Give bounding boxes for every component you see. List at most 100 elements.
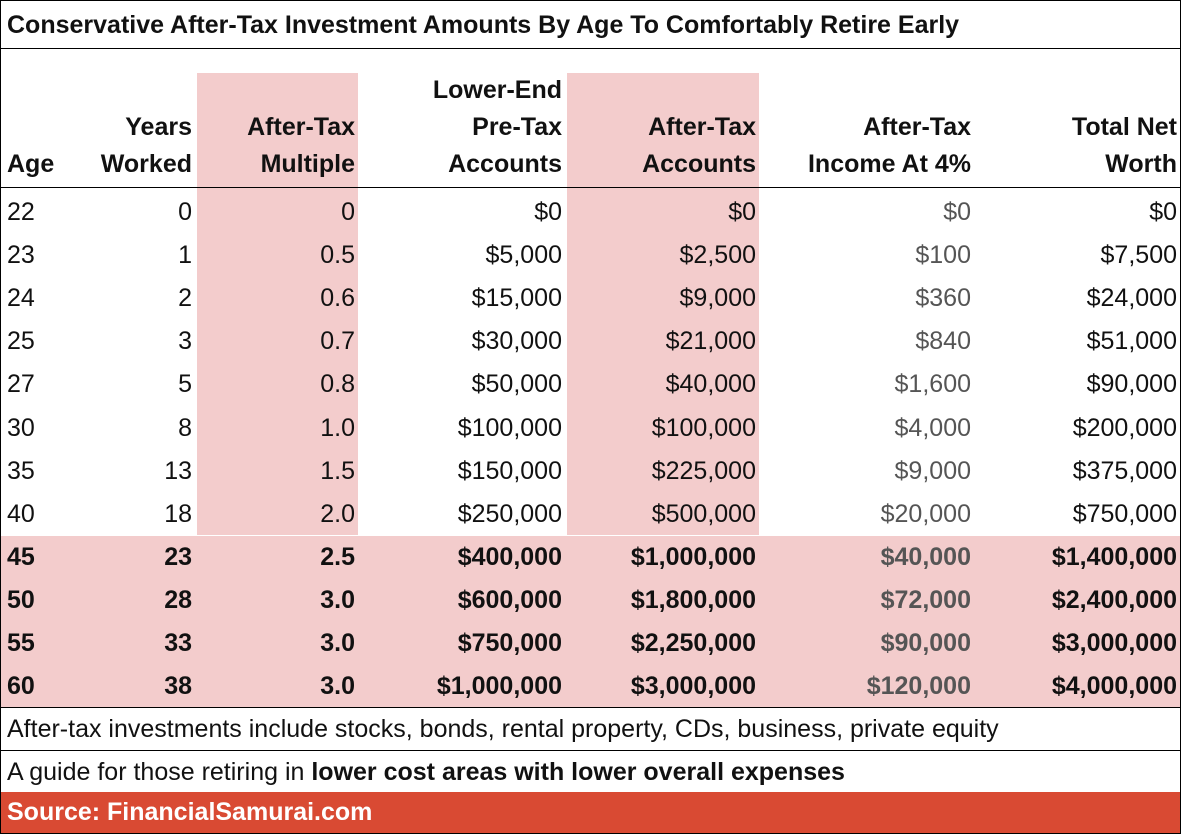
cell-after-tax-multiple: 0.8 (320, 370, 355, 399)
footnote-investments: After-tax investments include stocks, bo… (1, 707, 1180, 750)
cell-after-tax-multiple: 3.0 (320, 672, 355, 701)
cell-after-tax-accounts: $100,000 (651, 413, 756, 442)
table-row: 22 0 0 $0 $0 $0 $0 (1, 191, 1180, 234)
cell-after-tax-multiple: 2.5 (320, 542, 355, 571)
cell-pre-tax-accounts: $150,000 (457, 456, 562, 485)
table-row: 60 38 3.0 $1,000,000 $3,000,000 $120,000 $4,00… (1, 665, 1180, 709)
cell-age: 23 (7, 241, 35, 270)
cell-after-tax-multiple: 0.5 (320, 241, 355, 270)
cell-after-tax-income: $4,000 (894, 413, 971, 442)
cell-after-tax-income: $1,600 (894, 370, 971, 399)
cell-after-tax-multiple: 1.5 (320, 456, 355, 485)
table-row: 23 1 0.5 $5,000 $2,500 $100 $7,500 (1, 234, 1180, 277)
table-title: Conservative After-Tax Investment Amount… (1, 1, 1180, 49)
cell-age: 22 (7, 198, 35, 226)
cell-total-net-worth: $2,400,000 (1051, 585, 1177, 614)
footnote-guide: A guide for those retiring in lower cost… (1, 750, 1180, 793)
cell-total-net-worth: $24,000 (1086, 284, 1177, 313)
cell-after-tax-income: $9,000 (894, 456, 971, 485)
cell-after-tax-income: $0 (943, 198, 971, 226)
cell-after-tax-accounts: $0 (728, 198, 756, 226)
cell-years-worked: 28 (164, 585, 192, 614)
cell-total-net-worth: $200,000 (1072, 413, 1177, 442)
cell-after-tax-income: $90,000 (880, 629, 971, 657)
cell-years-worked: 3 (178, 327, 192, 356)
table-row: 55 33 3.0 $750,000 $2,250,000 $90,000 $3,000,0… (1, 622, 1180, 665)
multiple-column-shade (197, 73, 358, 535)
cell-total-net-worth: $1,400,000 (1051, 542, 1177, 571)
cell-after-tax-accounts: $1,800,000 (630, 585, 756, 614)
cell-years-worked: 18 (164, 499, 192, 528)
cell-years-worked: 38 (164, 672, 192, 701)
cell-years-worked: 33 (164, 629, 192, 657)
cell-after-tax-income: $20,000 (880, 499, 971, 528)
cell-years-worked: 8 (178, 413, 192, 442)
cell-total-net-worth: $375,000 (1072, 456, 1177, 485)
cell-after-tax-multiple: 3.0 (320, 629, 355, 657)
table-row: 30 8 1.0 $100,000 $100,000 $4,000 $200,000 (1, 407, 1180, 450)
header-total-net-worth: Total Net Worth (1071, 113, 1177, 178)
cell-after-tax-income: $40,000 (880, 542, 971, 571)
cell-after-tax-accounts: $40,000 (665, 370, 756, 399)
cell-after-tax-income: $100 (915, 241, 971, 270)
cell-after-tax-multiple: 1.0 (320, 413, 355, 442)
cell-pre-tax-accounts: $100,000 (457, 413, 562, 442)
table-row: 24 2 0.6 $15,000 $9,000 $360 $24,000 (1, 277, 1180, 320)
cell-age: 30 (7, 413, 35, 442)
cell-years-worked: 5 (178, 370, 192, 399)
cell-total-net-worth: $90,000 (1086, 370, 1177, 399)
cell-after-tax-accounts: $225,000 (651, 456, 756, 485)
cell-total-net-worth: $7,500 (1100, 241, 1177, 270)
cell-pre-tax-accounts: $400,000 (457, 542, 562, 571)
cell-pre-tax-accounts: $250,000 (457, 499, 562, 528)
header-pre-tax-accounts: Lower-End Pre-Tax Accounts (432, 76, 562, 178)
cell-after-tax-accounts: $21,000 (665, 327, 756, 356)
cell-total-net-worth: $51,000 (1086, 327, 1177, 356)
header-age: Age (7, 150, 55, 178)
cell-total-net-worth: $0 (1149, 198, 1177, 226)
cell-years-worked: 0 (178, 198, 192, 226)
cell-after-tax-accounts: $3,000,000 (630, 672, 756, 701)
table-header: Age Years Worked After-Tax Multiple Lower-E… (1, 49, 1180, 188)
cell-after-tax-accounts: $9,000 (679, 284, 756, 313)
cell-pre-tax-accounts: $5,000 (485, 241, 562, 270)
cell-pre-tax-accounts: $0 (534, 198, 562, 226)
cell-after-tax-multiple: 0.7 (320, 327, 355, 356)
cell-age: 55 (7, 629, 35, 657)
cell-pre-tax-accounts: $600,000 (457, 585, 562, 614)
cell-years-worked: 23 (164, 542, 192, 571)
header-after-tax-accounts: After-Tax Accounts (642, 113, 756, 178)
cell-years-worked: 2 (178, 284, 192, 313)
cell-after-tax-accounts: $1,000,000 (630, 542, 756, 571)
cell-after-tax-multiple: 0 (341, 198, 355, 226)
table-row: 50 28 3.0 $600,000 $1,800,000 $72,000 $2,400,0… (1, 578, 1180, 622)
cell-years-worked: 1 (178, 241, 192, 270)
cell-age: 60 (7, 672, 35, 701)
cell-after-tax-accounts: $2,250,000 (630, 629, 756, 657)
table-row: 25 3 0.7 $30,000 $21,000 $840 $51,000 (1, 320, 1180, 363)
cell-total-net-worth: $4,000,000 (1051, 672, 1177, 701)
cell-after-tax-multiple: 3.0 (320, 585, 355, 614)
footnote-guide-prefix: A guide for those retiring in (7, 758, 312, 786)
source-bar: Source: FinancialSamurai.com (1, 792, 1180, 833)
cell-pre-tax-accounts: $50,000 (471, 370, 562, 399)
cell-total-net-worth: $750,000 (1072, 499, 1177, 528)
cell-pre-tax-accounts: $15,000 (471, 284, 562, 313)
cell-after-tax-income: $840 (915, 327, 971, 356)
header-after-tax-multiple: After-Tax Multiple (247, 113, 355, 178)
cell-after-tax-multiple: 0.6 (320, 284, 355, 313)
table-row: 45 23 2.5 $400,000 $1,000,000 $40,000 $1,400,0… (1, 535, 1180, 579)
header-years-worked: Years Worked (100, 113, 192, 178)
after-tax-accounts-column-shade (567, 73, 759, 535)
header-after-tax-income: After-Tax Income At 4% (807, 113, 971, 178)
cell-years-worked: 13 (164, 456, 192, 485)
cell-after-tax-multiple: 2.0 (320, 499, 355, 528)
cell-after-tax-income: $72,000 (880, 585, 971, 614)
table-row: 27 5 0.8 $50,000 $40,000 $1,600 $90,000 (1, 363, 1180, 406)
cell-after-tax-accounts: $2,500 (679, 241, 756, 270)
cell-age: 27 (7, 370, 35, 399)
cell-age: 25 (7, 327, 35, 356)
table-row: 40 18 2.0 $250,000 $500,000 $20,000 $750,000 (1, 493, 1180, 536)
cell-after-tax-income: $120,000 (866, 672, 971, 701)
